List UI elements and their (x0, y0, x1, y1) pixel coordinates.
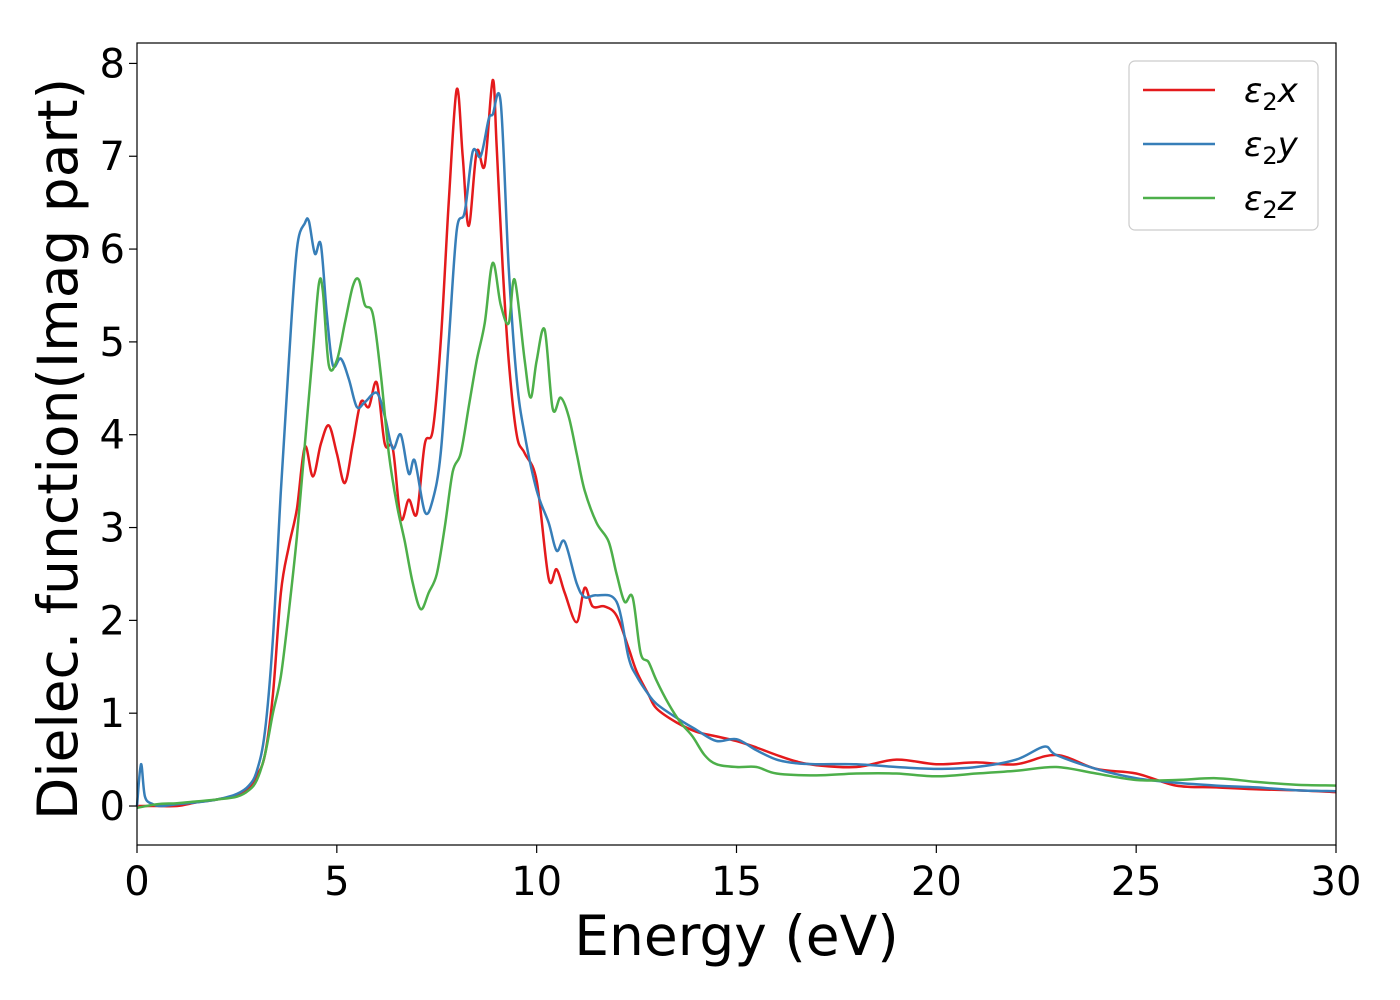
series-line-z (136, 261, 1337, 810)
x-tick-label: 30 (1311, 859, 1362, 905)
x-axis-title: Energy (eV) (574, 904, 898, 968)
legend-label-y: ε2y (1244, 125, 1299, 170)
x-tick-label: 25 (1111, 859, 1162, 905)
x-tick-label: 15 (711, 859, 762, 905)
legend: ε2x ε2y ε2z (1128, 60, 1319, 231)
y-tick-label: 3 (100, 506, 125, 552)
series-layer (135, 78, 1337, 810)
legend-label-x: ε2x (1244, 71, 1299, 116)
y-tick-label: 4 (100, 413, 125, 459)
y-tick-label: 1 (100, 691, 125, 737)
legend-label-z: ε2z (1244, 179, 1297, 224)
y-axis-title: Dielec. function(Imag part) (26, 78, 90, 820)
series-line-y (135, 92, 1337, 808)
x-tick-label: 0 (124, 859, 149, 905)
y-tick-label: 6 (100, 227, 125, 273)
x-tick-label: 20 (911, 859, 962, 905)
x-axis-ticks: 0 5 10 15 20 25 30 (124, 845, 1361, 905)
y-tick-label: 0 (100, 784, 125, 830)
legend-box (1128, 60, 1319, 231)
x-tick-label: 10 (511, 859, 562, 905)
y-tick-label: 2 (100, 598, 125, 644)
y-tick-label: 8 (100, 41, 125, 87)
y-tick-label: 7 (100, 134, 125, 180)
y-axis-ticks: 0 1 2 3 4 5 6 7 8 (100, 41, 137, 830)
y-tick-label: 5 (100, 320, 125, 366)
x-tick-label: 5 (324, 859, 349, 905)
